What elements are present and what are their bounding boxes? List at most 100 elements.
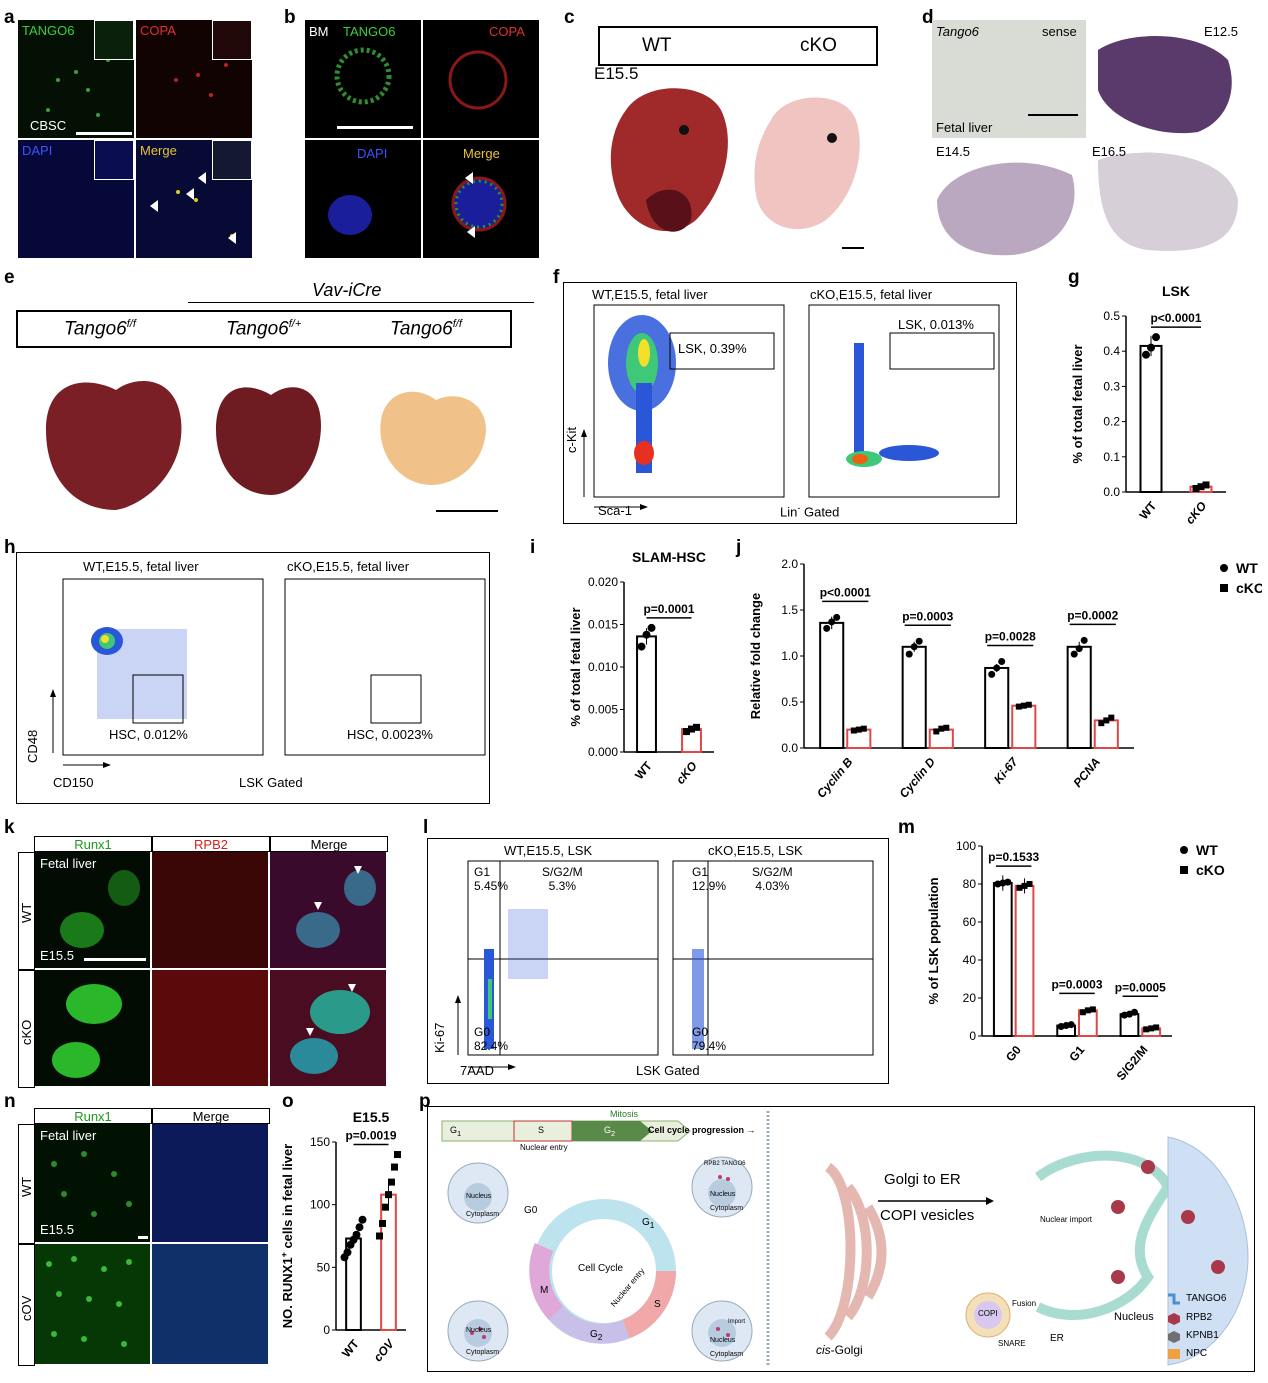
x-tick-label: cKO [1183,498,1210,526]
k-cko-merge-nuclei [290,984,370,1074]
data-point [915,637,923,645]
k-stage: E15.5 [40,948,74,963]
e14-5-tissue [937,162,1075,256]
bar-wt [984,666,1010,749]
bar-cko [1011,704,1037,749]
data-point [358,1215,367,1224]
tile-label-dapi: DAPI [22,143,53,158]
insitu-sense: Tango6 sense Fetal liver [932,20,1086,138]
micrograph-b-dapi: DAPI [305,140,421,258]
p-cell2-rpb2-tango6: RPB2 TANGO6 [704,1161,746,1167]
scale-bar [138,1236,148,1239]
k-cko-rpb2 [152,970,268,1086]
y-tick-label: 0.010 [588,660,618,674]
panel-label-n: n [4,1091,16,1112]
l-gated: LSK Gated [636,1063,700,1078]
scale-bar [76,132,132,135]
data-point [943,724,950,731]
data-point [1098,720,1105,727]
data-point [1015,703,1022,710]
p-legend-tango6: TANGO6 [1186,1293,1227,1304]
p-cell1-cytoplasm: Cytoplasm [466,1211,500,1218]
h-yaxis: CD48 [25,729,40,763]
panel-label-h: h [4,537,16,558]
l-wt-s: S/G2/M 5.3% [542,865,583,893]
y-tick-label: 80 [963,877,977,891]
y-tick-label: 0.0 [1103,485,1120,499]
y-axis-label: % of total fetal liver [568,607,583,726]
l-wt-title: WT,E15.5, LSK [504,843,593,858]
p-cell4-cytoplasm: Cytoplasm [710,1351,744,1358]
p-fusion: Fusion [1012,1299,1037,1308]
p-snare: SNARE [998,1339,1026,1348]
bar-cko [1014,884,1035,1038]
n-row-cov: cOV [18,1244,35,1366]
bar-wt [1139,344,1163,493]
tile-label-b-merge: Merge [463,146,500,161]
k-cko-runx1 [34,970,150,1086]
scale-bar [337,126,413,129]
driver-bracket [188,302,534,303]
p-legend-npc: NPC [1186,1348,1208,1359]
b-copa-ring [448,50,508,110]
data-point [823,624,831,632]
l-xaxis: 7AAD [460,1063,494,1078]
p-cell2-nucleus: Nucleus [710,1191,736,1198]
p-value: p=0.0019 [345,1129,396,1143]
h-wt-gate: HSC, 0.012% [109,727,188,742]
insitu-e14-5: E14.5 [932,140,1086,260]
y-axis-label: % of total fetal liver [1070,344,1085,463]
k-wt-runx1: Fetal liver E15.5 [34,852,150,968]
tile-label-b-tango6: TANGO6 [343,24,396,39]
embryo-drawings [610,88,864,249]
y-tick-label: 0.3 [1103,379,1120,393]
data-point [1152,333,1160,342]
p-cyc-g2: G2 [590,1329,603,1342]
p-cis-golgi: cis-Golgi [816,1343,863,1357]
scale-bar [436,510,498,512]
micrograph-a-tango6: TANGO6 CBSC [18,20,134,138]
k-tissue: Fetal liver [40,856,97,871]
scale-bar [1028,114,1078,116]
p-s: S [538,1125,545,1135]
n-col-merge: Merge [152,1108,270,1124]
y-tick-label: 0.2 [1103,415,1120,429]
chart-title: SLAM-HSC [632,549,706,565]
genotype-cko: cKO [800,35,837,56]
panel-label-a: a [4,7,15,28]
panel-label-p: p [419,1091,431,1112]
stage-e16-5: E16.5 [1092,144,1126,159]
y-tick-label: 40 [963,953,977,967]
e16-5-tissue [1098,152,1238,251]
data-point [391,1163,398,1171]
y-axis-label: % of LSK population [926,877,941,1004]
p-value: p=0.0002 [1067,608,1118,622]
panel-label-k: k [4,817,15,838]
y-tick-label: 50 [317,1260,331,1274]
h-gated: LSK Gated [239,775,303,790]
f-yaxis: c-Kit [564,427,579,453]
h-cko-gate: HSC, 0.0023% [347,727,433,742]
n-wt-runx1: Fetal liver E15.5 [34,1124,150,1242]
bar-cko [928,728,954,750]
panel-f-flow: WT,E15.5, fetal liver cKO,E15.5, fetal l… [563,282,1017,524]
y-tick-label: 0.0 [781,741,798,755]
micrograph-b-tango6: BM TANGO6 [305,20,421,138]
scale-bar [842,247,864,249]
legend-npc-icon [1168,1349,1180,1359]
genotype-wt: WT [642,35,672,56]
p-legend-kpnb1: KPNB1 [1186,1330,1219,1341]
k-row-cko: cKO [18,970,35,1088]
l-cko-g0: G0 79.4% [692,1025,727,1053]
data-point [1004,878,1012,886]
p-value: p<0.0001 [820,585,871,599]
data-point [382,1203,389,1211]
p-drawing [441,1111,1249,1367]
chart-o: 0 50 100 150 NO. RUNX1+ cells in fetal liver… [282,1109,406,1364]
y-tick-label: 0.5 [1103,309,1120,323]
k-cko-merge [270,970,386,1086]
data-point [394,1151,401,1159]
f-cko-title: cKO,E15.5, fetal liver [810,287,933,302]
micrograph-b-merge: Merge [423,140,539,258]
gene-label: Tango6 [936,24,979,39]
